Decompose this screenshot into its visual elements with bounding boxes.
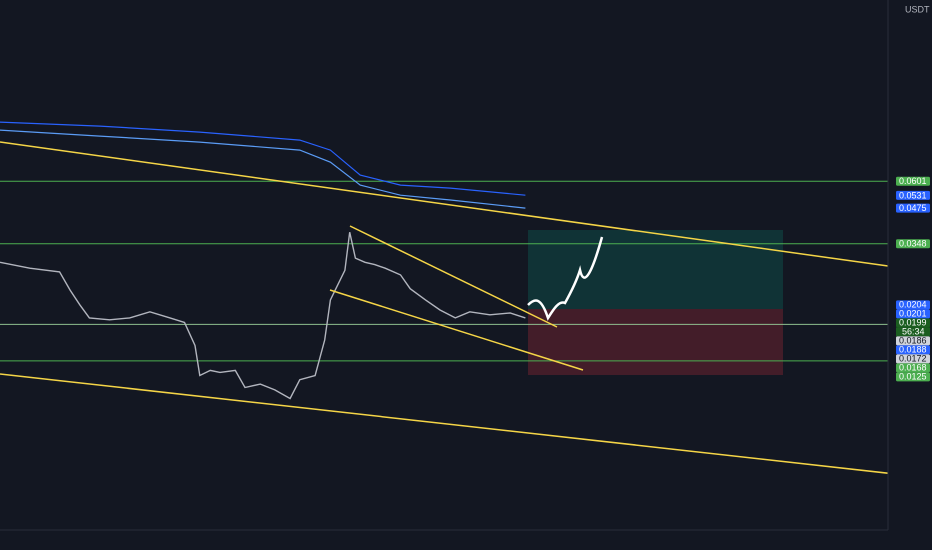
countdown: 56:34 [902, 327, 925, 337]
series [0, 121, 526, 400]
price-label: 0.0531 [899, 190, 927, 200]
price-label-box [896, 354, 930, 364]
levels [0, 180, 888, 362]
price-label: 0.0201 [899, 309, 927, 319]
price-label: 0.0199 [899, 318, 927, 328]
price-label: 0.0188 [899, 345, 927, 355]
price-label-box [896, 318, 930, 328]
wedge-line [349, 225, 558, 328]
line-series [0, 121, 526, 196]
price-axis [888, 0, 932, 550]
price-label: 0.0172 [899, 354, 927, 364]
projection [527, 236, 604, 321]
trend-line [0, 141, 889, 267]
price-label-box [896, 176, 930, 186]
currency: USDT [905, 4, 930, 14]
price-label-box [896, 300, 930, 310]
price-label-box [896, 203, 930, 213]
price-label: 0.0475 [899, 203, 927, 213]
price-label-box [896, 363, 930, 373]
price-label: 0.0204 [899, 300, 927, 310]
trend-line [0, 373, 896, 475]
price-label: 0.0168 [899, 363, 927, 373]
price-label-box [896, 239, 930, 249]
line-series [0, 129, 526, 209]
price-label: 0.0348 [899, 239, 927, 249]
wedge-line [329, 289, 584, 371]
price-label: 0.0125 [899, 372, 927, 382]
price-label-box [896, 309, 930, 319]
stop-zone [528, 309, 783, 375]
target-zone [528, 230, 783, 309]
price-label-box [896, 190, 930, 200]
price-label-box [896, 336, 930, 346]
price-label-box [896, 345, 930, 355]
axes: 0.06010.05310.04750.03480.02040.02010.01… [896, 176, 930, 382]
line-series [0, 232, 526, 400]
countdown-box [896, 327, 930, 337]
price-label: 0.0186 [899, 336, 927, 346]
price-label-box [896, 372, 930, 382]
price-label: 0.0601 [899, 176, 927, 186]
